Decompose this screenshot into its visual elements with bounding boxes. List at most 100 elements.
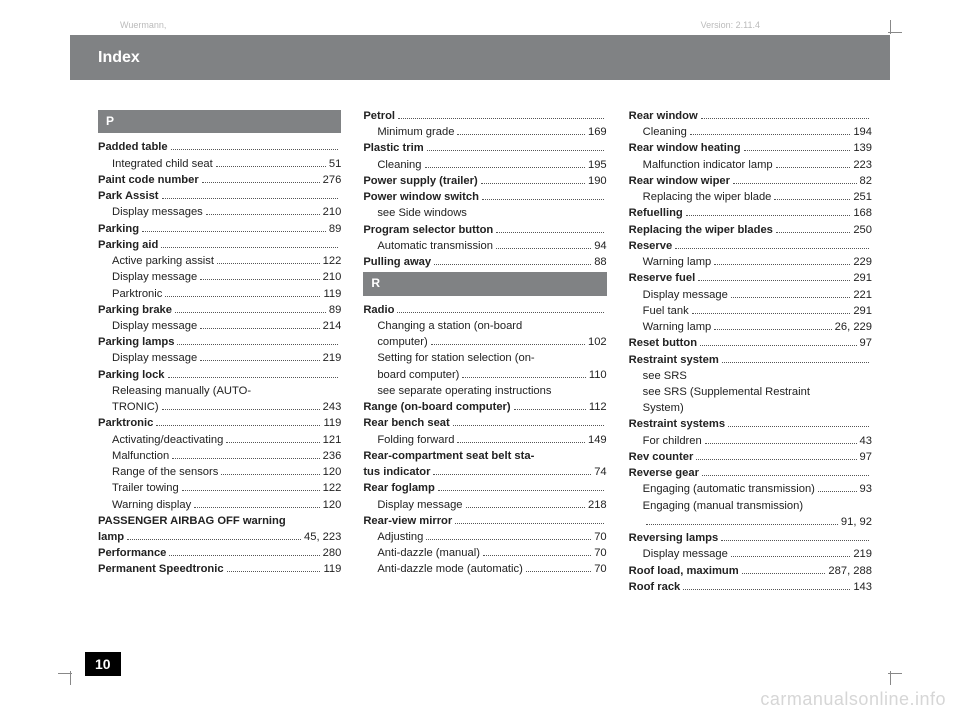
index-entry: Plastic trim [363,140,606,156]
index-entry-page: 219 [853,546,872,562]
index-entry: TRONIC)243 [98,399,341,415]
leader-dots [202,174,320,183]
index-entry-page: 139 [853,140,872,156]
index-entry-page: 276 [323,172,342,188]
leader-dots [496,224,603,233]
index-entry-page: 45, 223 [304,529,341,545]
leader-dots [701,110,869,119]
index-entry: Range of the sensors120 [98,464,341,480]
index-entry: Rear-view mirror [363,513,606,529]
index-entry-label: lamp [98,529,124,545]
index-entry-page: 221 [853,287,872,303]
index-entry: Power supply (trailer)190 [363,173,606,189]
index-entry-label: see Side windows [377,205,467,221]
index-entry-page: 291 [853,303,872,319]
leader-dots [127,531,301,540]
index-entry-page: 70 [594,561,606,577]
index-entry-label: Warning lamp [643,254,712,270]
index-entry-page: 89 [329,221,341,237]
leader-dots [481,175,585,184]
index-entry: Refuelling168 [629,205,872,221]
index-entry-label: Padded table [98,139,168,155]
index-entry: Rear foglamp [363,480,606,496]
leader-dots [433,466,591,475]
index-entry-page: 97 [860,449,872,465]
index-entry-label: see SRS (Supplemental Restraint [643,384,810,400]
index-entry: Power window switch [363,189,606,205]
index-entry-page: 119 [323,561,341,577]
index-entry-page: 214 [323,318,342,334]
index-entry: Adjusting70 [363,529,606,545]
index-entry: Roof rack143 [629,579,872,595]
index-entry-label: Power supply (trailer) [363,173,477,189]
index-entry: Park Assist [98,188,341,204]
index-entry-label: Restraint systems [629,416,725,432]
index-entry: Warning lamp229 [629,254,872,270]
index-entry: Parking lamps [98,334,341,350]
index-entry-label: Fuel tank [643,303,689,319]
index-entry: Rear-compartment seat belt sta- [363,448,606,464]
index-entry: Rear bench seat [363,415,606,431]
index-entry-page: 210 [323,269,342,285]
index-entry-page: 70 [594,529,606,545]
leader-dots [397,304,603,313]
index-entry-page: 223 [853,157,872,173]
index-entry-label: Setting for station selection (on- [377,350,534,366]
index-entry-label: Integrated child seat [112,156,213,172]
index-entry: Rear window [629,108,872,124]
index-entry-page: 122 [323,253,342,269]
index-entry: Anti-dazzle (manual)70 [363,545,606,561]
index-entry-label: Range of the sensors [112,464,218,480]
leader-dots [162,190,339,199]
index-entry: Active parking assist122 [98,253,341,269]
index-entry-label: Display messages [112,204,203,220]
leader-dots [675,240,869,249]
leader-dots [156,417,320,426]
index-entry-label: Display message [643,287,728,303]
meta-right: Version: 2.11.4 [701,20,760,30]
index-entry: Replacing the wiper blade251 [629,189,872,205]
index-entry: Replacing the wiper blades250 [629,222,872,238]
index-entry-label: Activating/deactivating [112,432,223,448]
index-entry: Changing a station (on-board [363,318,606,334]
index-entry: 91, 92 [629,514,872,530]
index-entry: Parking brake89 [98,302,341,318]
leader-dots [466,499,585,508]
index-entry-label: Display message [643,546,728,562]
index-entry: Anti-dazzle mode (automatic)70 [363,561,606,577]
index-entry-label: Automatic transmission [377,238,493,254]
leader-dots [683,581,850,590]
index-entry-label: Releasing manually (AUTO- [112,383,251,399]
index-entry-label: see separate operating instructions [377,383,551,399]
index-entry: Padded table [98,139,341,155]
index-entry: Parking lock [98,367,341,383]
index-entry-label: Rear window [629,108,698,124]
index-entry-label: Refuelling [629,205,683,221]
leader-dots [172,450,319,459]
index-entry-page: 70 [594,545,606,561]
index-entry-label: PASSENGER AIRBAG OFF warning [98,513,286,529]
index-entry-label: computer) [377,334,427,350]
index-entry: Display message 219 [629,546,872,562]
index-entry-label: Cleaning [377,157,421,173]
index-entry: Display message214 [98,318,341,334]
meta-left: Wuermann, [120,20,166,30]
index-entry: Reserve fuel291 [629,270,872,286]
index-entry-page: 51 [329,156,341,172]
index-entry: For children43 [629,433,872,449]
index-entry: Performance280 [98,545,341,561]
index-entry-label: board computer) [377,367,459,383]
index-entry-label: Display message [112,350,197,366]
index-entry: Permanent Speedtronic119 [98,561,341,577]
leader-dots [744,143,851,152]
index-entry-label: Replacing the wiper blade [643,189,772,205]
leader-dots [818,483,857,492]
index-column-2: PetrolMinimum grade169Plastic trimCleani… [363,108,606,595]
index-columns: PPadded tableIntegrated child seat51Pain… [70,80,890,595]
index-entry-label: Roof load, maximum [629,563,739,579]
leader-dots [226,434,319,443]
index-entry-page: 110 [589,367,607,383]
leader-dots [165,288,320,297]
index-entry: Program selector button [363,222,606,238]
index-entry-label: For children [643,433,702,449]
